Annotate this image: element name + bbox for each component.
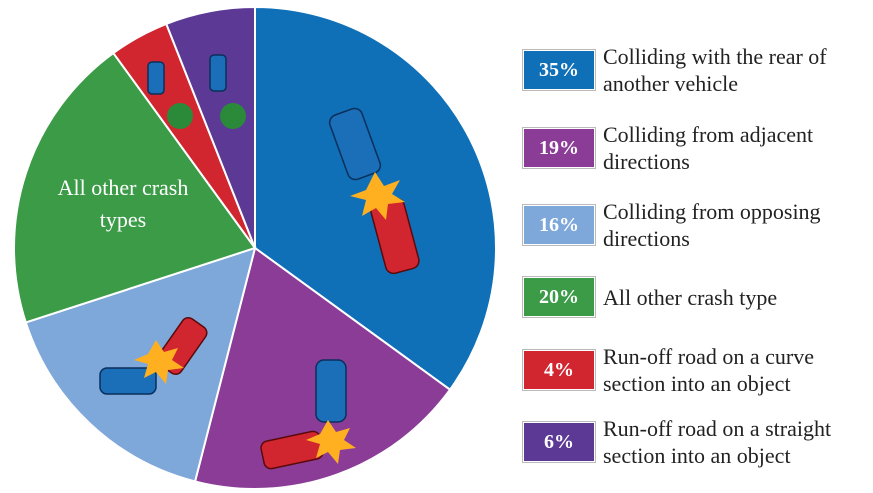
legend-label: Colliding from opposing directions (603, 198, 868, 252)
legend-label: Run-off road on a straight section into … (603, 415, 868, 469)
legend-item: 16%Colliding from opposing directions (523, 195, 868, 255)
legend-item: 6%Run-off road on a straight section int… (523, 412, 868, 472)
legend-item: 19%Colliding from adjacent directions (523, 118, 868, 178)
legend-label: All other crash type (603, 284, 868, 311)
legend-item: 20% All other crash type (523, 267, 868, 327)
value-label: 35% (523, 50, 595, 90)
car-icons-red (154, 197, 420, 470)
legend-item: 35%Colliding with the rear of another ve… (523, 40, 868, 100)
legend-label: Run-off road on a curve section into an … (603, 343, 868, 397)
value-label: 6% (523, 422, 595, 462)
value-label: 16% (523, 205, 595, 245)
value-label: 19% (523, 128, 595, 168)
object-icons (167, 103, 246, 129)
legend-label: Colliding with the rear of another vehic… (603, 43, 868, 97)
legend-label: Colliding from adjacent directions (603, 121, 868, 175)
slice-annotation: All other crash types (48, 172, 198, 236)
value-label: 4% (523, 350, 595, 390)
page: All other crash types 35%Colliding with … (0, 0, 873, 493)
value-label: 20% (523, 277, 595, 317)
legend-item: 4%Run-off road on a curve section into a… (523, 340, 868, 400)
